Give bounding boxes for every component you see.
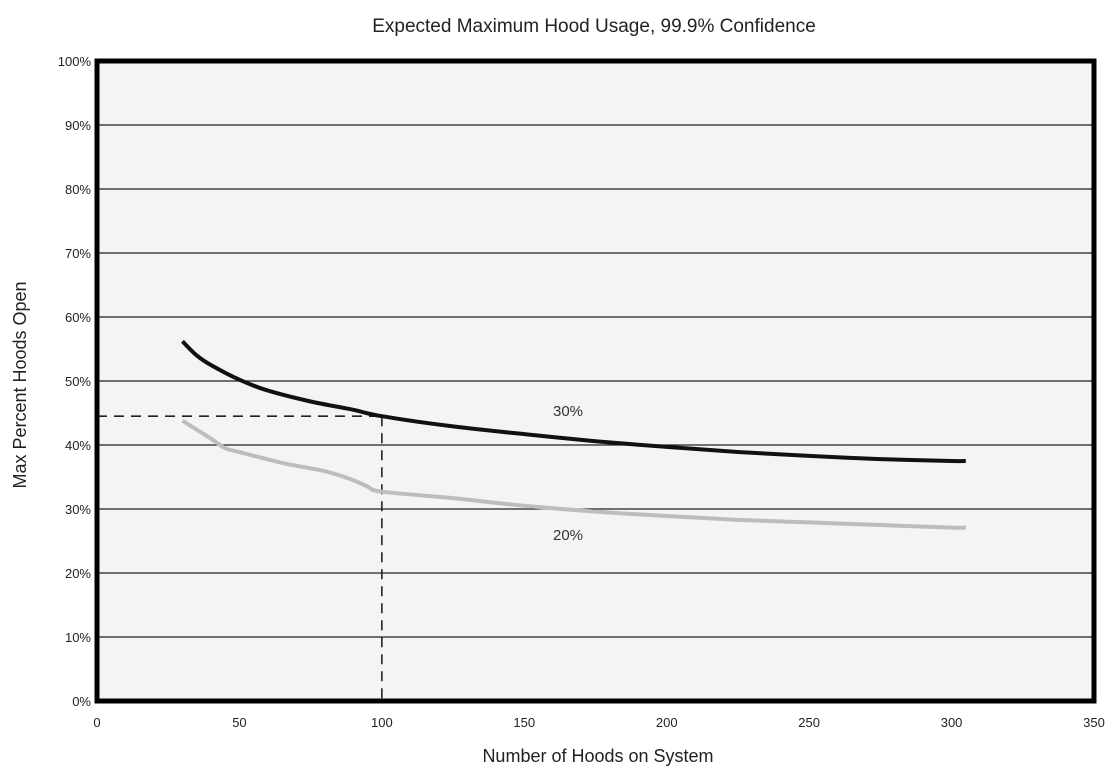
series-label-30: 30% (553, 403, 583, 420)
x-tick-label: 350 (1083, 715, 1105, 730)
y-tick-label: 40% (65, 438, 91, 453)
x-tick-label: 150 (513, 715, 535, 730)
y-tick-label: 80% (65, 182, 91, 197)
x-tick-label: 250 (798, 715, 820, 730)
plot-frame (94, 58, 1097, 704)
y-tick-label: 0% (72, 694, 91, 709)
y-tick-label: 30% (65, 502, 91, 517)
y-tick-label: 10% (65, 630, 91, 645)
y-tick-label: 50% (65, 374, 91, 389)
x-axis-ticks: 0 50 100 150 200 250 300 350 (93, 715, 1104, 730)
series-label-20: 20% (553, 527, 583, 544)
y-tick-label: 70% (65, 246, 91, 261)
x-axis-label: Number of Hoods on System (482, 746, 713, 766)
x-tick-label: 300 (941, 715, 963, 730)
series-lines (181, 339, 966, 530)
chart-title: Expected Maximum Hood Usage, 99.9% Confi… (372, 16, 816, 37)
series-line-30 (181, 339, 966, 464)
series-labels: 30% 20% (553, 403, 583, 544)
series-line-20 (181, 419, 966, 530)
y-tick-label: 20% (65, 566, 91, 581)
y-axis-label: Max Percent Hoods Open (10, 281, 30, 488)
y-tick-label: 60% (65, 310, 91, 325)
gridlines (97, 124, 1094, 638)
x-tick-label: 0 (93, 715, 100, 730)
x-tick-label: 50 (232, 715, 246, 730)
y-tick-label: 90% (65, 118, 91, 133)
x-tick-label: 200 (656, 715, 678, 730)
x-tick-label: 100 (371, 715, 393, 730)
y-axis-ticks: 0% 10% 20% 30% 40% 50% 60% 70% 80% 90% 100% (58, 54, 92, 709)
reference-lines (97, 415, 383, 701)
y-tick-label: 100% (58, 54, 92, 69)
